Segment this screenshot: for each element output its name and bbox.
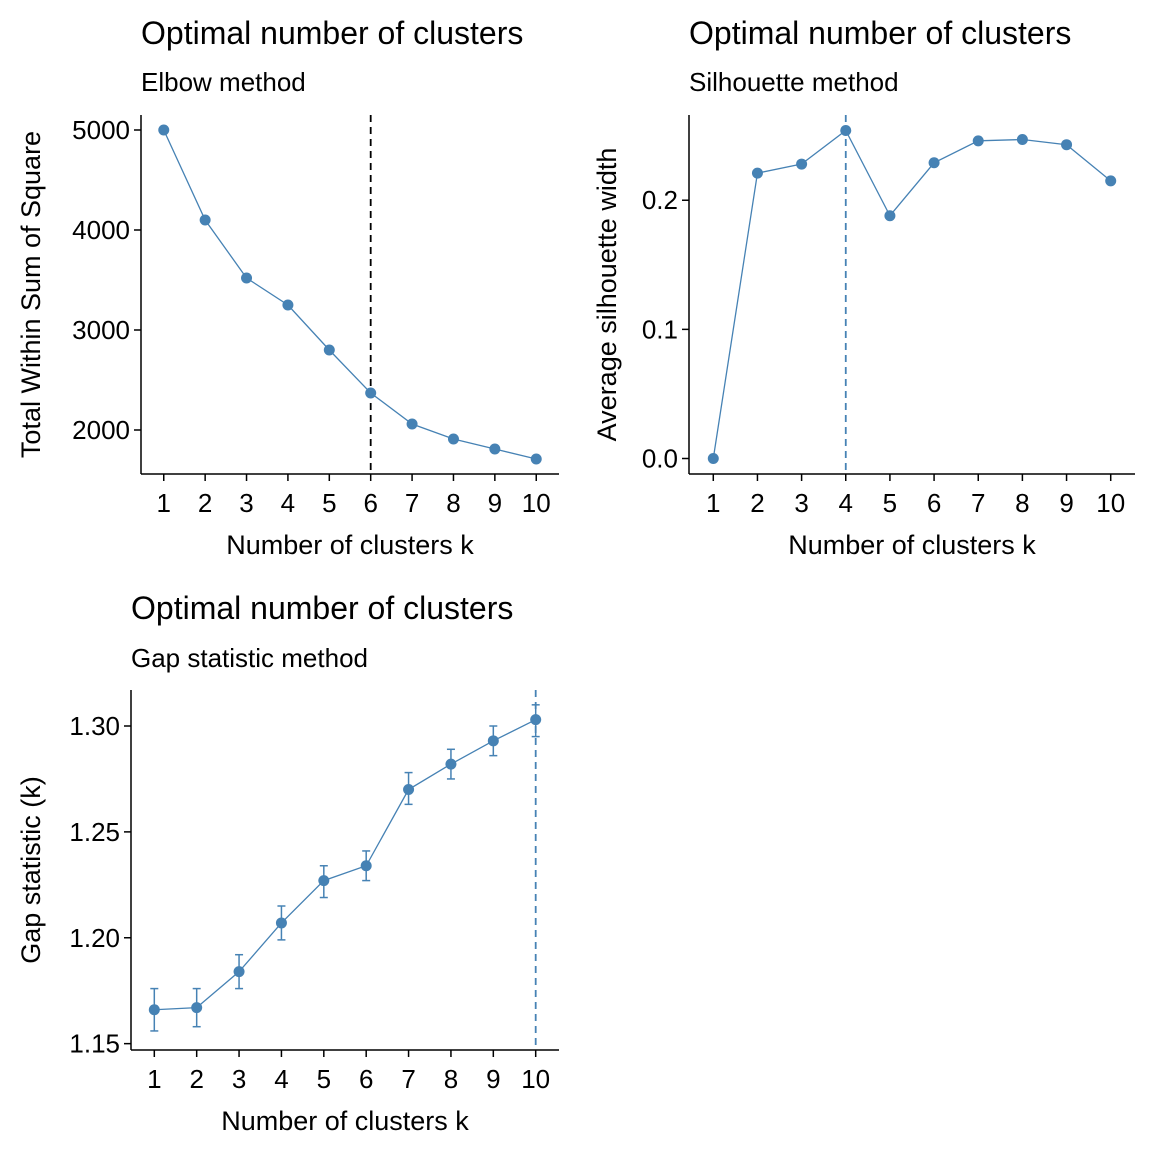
data-point (530, 453, 542, 465)
x-tick-label: 5 (317, 1064, 331, 1094)
data-point (318, 875, 330, 887)
x-tick-label: 4 (281, 488, 295, 518)
elbow-panel: Optimal number of clusters Elbow method 20… (16, 15, 559, 560)
x-tick-label: 5 (322, 488, 336, 518)
y-tick-label: 0.0 (642, 444, 678, 474)
data-point (487, 735, 499, 747)
x-tick-label: 8 (446, 488, 460, 518)
x-tick-label: 10 (1096, 488, 1125, 518)
y-tick-label: 1.15 (69, 1029, 120, 1059)
x-tick-label: 9 (488, 488, 502, 518)
chart-title: Optimal number of clusters (141, 15, 523, 51)
series-line (163, 129, 537, 460)
x-tick-label: 2 (750, 488, 764, 518)
gap-statistic-panel: Optimal number of clusters Gap statistic … (16, 590, 559, 1136)
x-tick-label: 6 (927, 488, 941, 518)
data-point (158, 124, 170, 136)
x-tick-label: 2 (198, 488, 212, 518)
data-point (282, 299, 294, 311)
y-tick-label: 3000 (72, 315, 130, 345)
data-point (447, 433, 459, 445)
chart-title: Optimal number of clusters (131, 590, 513, 626)
x-tick-label: 3 (232, 1064, 246, 1094)
x-tick-label: 1 (706, 488, 720, 518)
data-point (884, 210, 896, 222)
x-axis-label: Number of clusters k (788, 530, 1036, 560)
data-point (199, 214, 211, 226)
x-tick-label: 4 (274, 1064, 288, 1094)
data-point (489, 443, 501, 455)
y-tick-label: 5000 (72, 115, 130, 145)
y-axis-label: Gap statistic (k) (16, 776, 46, 964)
data-point (972, 135, 984, 147)
x-tick-label: 7 (405, 488, 419, 518)
chart-subtitle: Silhouette method (689, 67, 899, 97)
series-line (154, 719, 536, 1011)
data-point (233, 966, 245, 978)
x-tick-label: 2 (189, 1064, 203, 1094)
y-axis-label: Total Within Sum of Square (16, 131, 46, 458)
x-tick-label: 4 (839, 488, 853, 518)
data-point (707, 453, 719, 465)
data-point (403, 784, 415, 796)
data-point (360, 860, 372, 872)
y-tick-label: 0.1 (642, 314, 678, 344)
chart-subtitle: Elbow method (141, 67, 306, 97)
data-point (840, 124, 852, 136)
x-tick-label: 9 (486, 1064, 500, 1094)
x-tick-label: 8 (1015, 488, 1029, 518)
silhouette-panel: Optimal number of clusters Silhouette met… (592, 15, 1135, 560)
y-tick-label: 2000 (72, 415, 130, 445)
x-tick-label: 1 (147, 1064, 161, 1094)
x-tick-label: 6 (363, 488, 377, 518)
data-point (1105, 175, 1117, 187)
data-point (323, 344, 335, 356)
y-axis-label: Average silhouette width (592, 148, 622, 442)
y-tick-label: 1.20 (69, 923, 120, 953)
data-point (751, 167, 763, 179)
x-axis-label: Number of clusters k (226, 530, 474, 560)
data-point (241, 272, 253, 284)
data-point (365, 387, 377, 399)
x-tick-label: 6 (359, 1064, 373, 1094)
y-tick-label: 0.2 (642, 185, 678, 215)
y-tick-label: 1.25 (69, 817, 120, 847)
x-tick-label: 1 (157, 488, 171, 518)
y-tick-label: 1.30 (69, 711, 120, 741)
data-point (191, 1002, 203, 1014)
data-point (530, 714, 542, 726)
x-axis-label: Number of clusters k (221, 1106, 469, 1136)
data-point (1016, 134, 1028, 146)
series-line (712, 129, 1112, 459)
y-tick-label: 4000 (72, 215, 130, 245)
x-tick-label: 10 (521, 1064, 550, 1094)
data-point (406, 418, 418, 430)
x-tick-label: 5 (883, 488, 897, 518)
data-point (1061, 139, 1073, 151)
x-tick-label: 9 (1059, 488, 1073, 518)
chart-title: Optimal number of clusters (689, 15, 1071, 51)
data-point (796, 158, 808, 170)
x-tick-label: 3 (239, 488, 253, 518)
data-point (445, 758, 457, 770)
data-point (275, 917, 287, 929)
data-point (148, 1004, 160, 1016)
x-tick-label: 3 (794, 488, 808, 518)
data-point (928, 157, 940, 169)
x-tick-label: 7 (401, 1064, 415, 1094)
x-tick-label: 8 (444, 1064, 458, 1094)
x-tick-label: 10 (522, 488, 551, 518)
chart-subtitle: Gap statistic method (131, 643, 368, 673)
x-tick-label: 7 (971, 488, 985, 518)
